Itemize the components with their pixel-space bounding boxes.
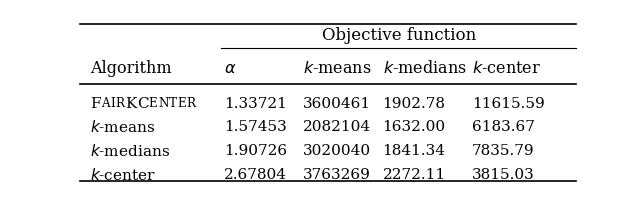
Text: 1632.00: 1632.00 [383, 120, 445, 134]
Text: R: R [115, 96, 124, 110]
Text: 1.90726: 1.90726 [224, 143, 287, 157]
Text: C: C [137, 96, 148, 110]
Text: 1841.34: 1841.34 [383, 143, 445, 157]
Text: 3020040: 3020040 [303, 143, 371, 157]
Text: K: K [125, 96, 136, 110]
Text: 2.67804: 2.67804 [224, 167, 287, 181]
Text: 3600461: 3600461 [303, 96, 371, 110]
Text: R: R [187, 96, 196, 110]
Text: $k$-means: $k$-means [90, 119, 156, 135]
Text: 3763269: 3763269 [303, 167, 371, 181]
Text: $k$-center: $k$-center [90, 166, 156, 182]
Text: 3815.03: 3815.03 [472, 167, 534, 181]
Text: $k$-medians: $k$-medians [90, 142, 170, 158]
Text: 11615.59: 11615.59 [472, 96, 545, 110]
Text: 7835.79: 7835.79 [472, 143, 534, 157]
Text: 1902.78: 1902.78 [383, 96, 445, 110]
Text: 6183.67: 6183.67 [472, 120, 534, 134]
Text: 1.33721: 1.33721 [224, 96, 287, 110]
Text: $k$-medians: $k$-medians [383, 60, 467, 77]
Text: $k$-center: $k$-center [472, 60, 541, 77]
Text: Algorithm: Algorithm [90, 60, 172, 77]
Text: $k$-means: $k$-means [303, 60, 372, 77]
Text: E: E [177, 96, 186, 110]
Text: 1.57453: 1.57453 [224, 120, 287, 134]
Text: F: F [90, 96, 100, 110]
Text: I: I [110, 96, 115, 110]
Text: E: E [148, 96, 157, 110]
Text: 2272.11: 2272.11 [383, 167, 445, 181]
Text: Objective function: Objective function [321, 27, 476, 44]
Text: A: A [101, 96, 109, 110]
Text: N: N [158, 96, 168, 110]
Text: $\alpha$: $\alpha$ [224, 60, 236, 77]
Text: T: T [169, 96, 177, 110]
Text: 2082104: 2082104 [303, 120, 371, 134]
